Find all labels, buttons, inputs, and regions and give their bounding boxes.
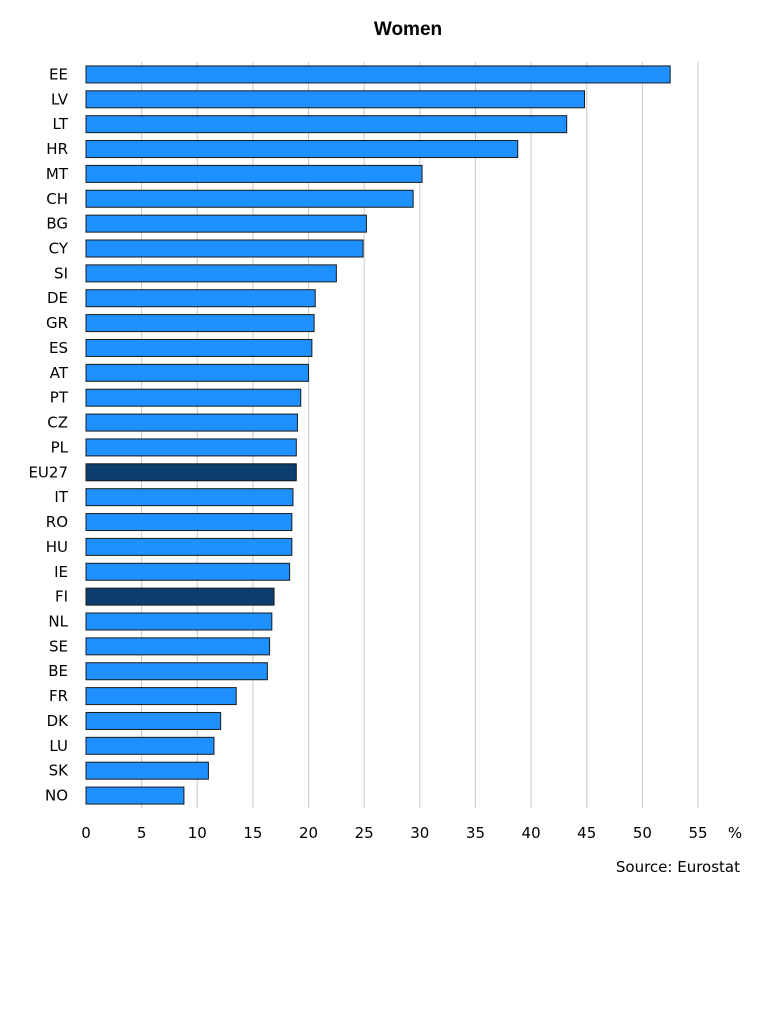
category-label: NL <box>48 613 68 631</box>
category-label: IT <box>54 488 68 506</box>
x-tick-label: 55 <box>688 824 707 842</box>
x-tick-labels: 0 5 10 15 20 25 30 35 40 45 50 55 <box>81 824 707 842</box>
bar-eu27 <box>85 463 297 482</box>
bar-se <box>85 637 271 656</box>
bar-lu <box>85 736 215 755</box>
unit-label: % <box>728 824 742 842</box>
x-tick-label: 5 <box>137 824 147 842</box>
x-tick-label: 25 <box>355 824 374 842</box>
category-label: NO <box>45 787 68 805</box>
bar-bg <box>85 214 367 233</box>
bar-hr <box>85 140 519 159</box>
bar-at <box>85 363 310 382</box>
bar-ie <box>85 562 291 581</box>
bar-dk <box>85 711 222 730</box>
category-label: CH <box>46 190 68 208</box>
bar-si <box>85 264 337 283</box>
x-tick-label: 10 <box>188 824 207 842</box>
bar-pl <box>85 438 297 457</box>
category-label: LV <box>51 90 69 108</box>
x-tick-label: 50 <box>633 824 652 842</box>
bar-es <box>85 338 313 357</box>
category-label: AT <box>50 364 69 382</box>
x-tick-label: 15 <box>243 824 262 842</box>
bar-no <box>85 786 185 805</box>
bar-de <box>85 289 316 308</box>
bar-fr <box>85 687 237 706</box>
category-label: PL <box>51 438 69 456</box>
category-label: HU <box>46 538 68 556</box>
bar-layer <box>85 65 671 805</box>
grid-layer <box>141 62 699 808</box>
category-label: ES <box>49 339 68 357</box>
category-label: CZ <box>47 414 68 432</box>
category-label: DE <box>47 289 68 307</box>
category-label: FI <box>55 588 68 606</box>
bar-mt <box>85 164 423 183</box>
category-label: GR <box>46 314 68 332</box>
bar-hu <box>85 537 293 556</box>
category-label: LU <box>49 737 68 755</box>
category-label: BE <box>48 662 68 680</box>
category-label: HR <box>46 140 68 158</box>
chart-title: Women <box>374 19 442 40</box>
x-tick-label: 30 <box>410 824 429 842</box>
bar-ch <box>85 189 414 208</box>
category-label: RO <box>46 513 68 531</box>
bar-cy <box>85 239 364 258</box>
bar-pt <box>85 388 302 407</box>
category-label: CY <box>49 240 69 258</box>
category-label: SI <box>54 264 68 282</box>
bar-fi <box>85 587 275 606</box>
x-tick-label: 45 <box>577 824 596 842</box>
bar-lt <box>85 115 568 134</box>
bar-gr <box>85 314 315 333</box>
category-label: LT <box>53 115 69 133</box>
category-labels: EE LV LT HR MT CH BG CY SI DE GR ES AT PT CZ PL EU27 IT RO… <box>28 65 69 804</box>
bar-lv <box>85 90 586 109</box>
bar-ee <box>85 65 671 84</box>
category-label: SE <box>49 637 68 655</box>
category-label: EU27 <box>28 463 68 481</box>
bar-be <box>85 662 268 681</box>
category-label: FR <box>49 687 68 705</box>
x-tick-label: 35 <box>466 824 485 842</box>
category-label: IE <box>54 563 68 581</box>
category-label: DK <box>47 712 70 730</box>
x-tick-label: 0 <box>81 824 91 842</box>
source-label: Source: Eurostat <box>616 858 740 876</box>
category-label: EE <box>49 65 68 83</box>
category-label: SK <box>49 762 70 780</box>
category-label: MT <box>46 165 69 183</box>
bar-ro <box>85 513 293 532</box>
bar-nl <box>85 612 273 631</box>
category-label: PT <box>50 389 69 407</box>
bar-cz <box>85 413 298 432</box>
x-tick-label: 20 <box>299 824 318 842</box>
x-tick-label: 40 <box>522 824 541 842</box>
bar-it <box>85 488 294 507</box>
category-label: BG <box>46 215 68 233</box>
bar-sk <box>85 761 209 780</box>
